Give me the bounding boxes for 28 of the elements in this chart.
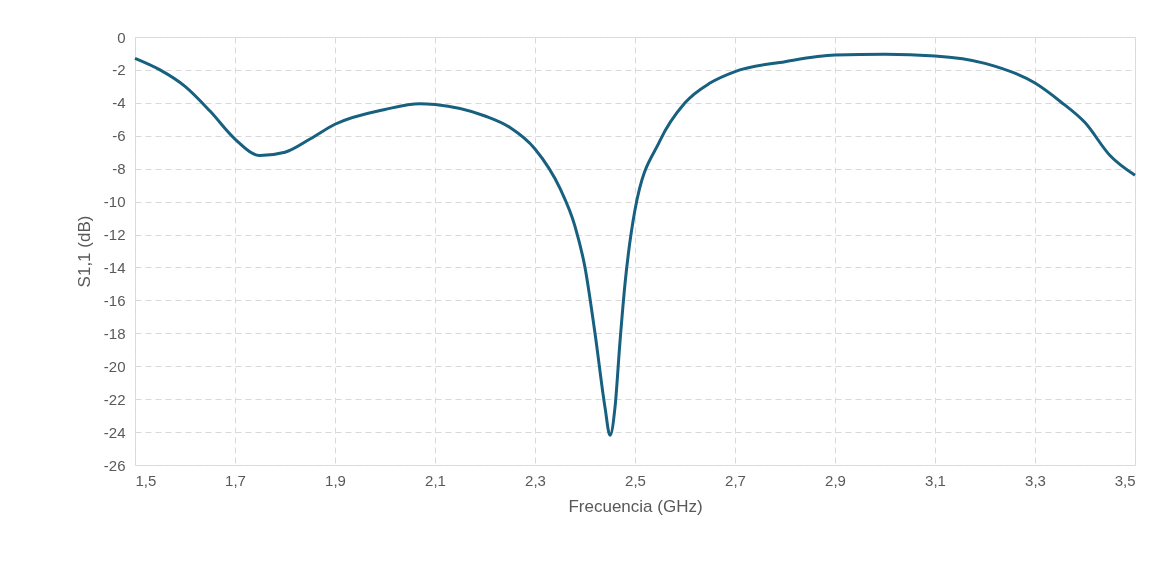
y-tick-label: -12 xyxy=(103,226,126,244)
x-tick-label: 2,7 xyxy=(725,471,746,489)
y-axis-title: S1,1 (dB) xyxy=(74,215,94,288)
y-tick-label: -16 xyxy=(103,291,126,309)
y-tick-label: -22 xyxy=(103,390,126,408)
y-tick-label: -26 xyxy=(103,456,126,474)
y-tick-label: -20 xyxy=(103,357,126,375)
line-series xyxy=(133,52,1137,437)
x-tick-label: 2,3 xyxy=(525,471,546,489)
x-tick-label: 3,1 xyxy=(925,471,946,489)
y-tick-label: -2 xyxy=(112,61,126,79)
y-tick-label: -4 xyxy=(112,94,126,112)
x-tick-label: 2,9 xyxy=(825,471,846,489)
y-tick-label: -8 xyxy=(112,160,126,178)
x-tick-label: 2,1 xyxy=(425,471,446,489)
y-tick-label: 0 xyxy=(117,28,126,46)
x-tick-label: 1,9 xyxy=(325,471,346,489)
x-tick-label: 2,5 xyxy=(625,471,646,489)
x-tick-label: 1,5 xyxy=(135,471,157,489)
y-tick-label: -18 xyxy=(103,324,126,342)
y-tick-label: -24 xyxy=(103,423,126,441)
x-tick-label: 3,5 xyxy=(1114,471,1136,489)
x-tick-label: 1,7 xyxy=(225,471,246,489)
y-tick-label: -14 xyxy=(103,258,126,276)
x-axis-title: Frecuencia (GHz) xyxy=(568,496,703,516)
y-tick-label: -10 xyxy=(103,193,126,211)
y-tick-label: -6 xyxy=(112,127,126,145)
x-tick-label: 3,3 xyxy=(1025,471,1046,489)
